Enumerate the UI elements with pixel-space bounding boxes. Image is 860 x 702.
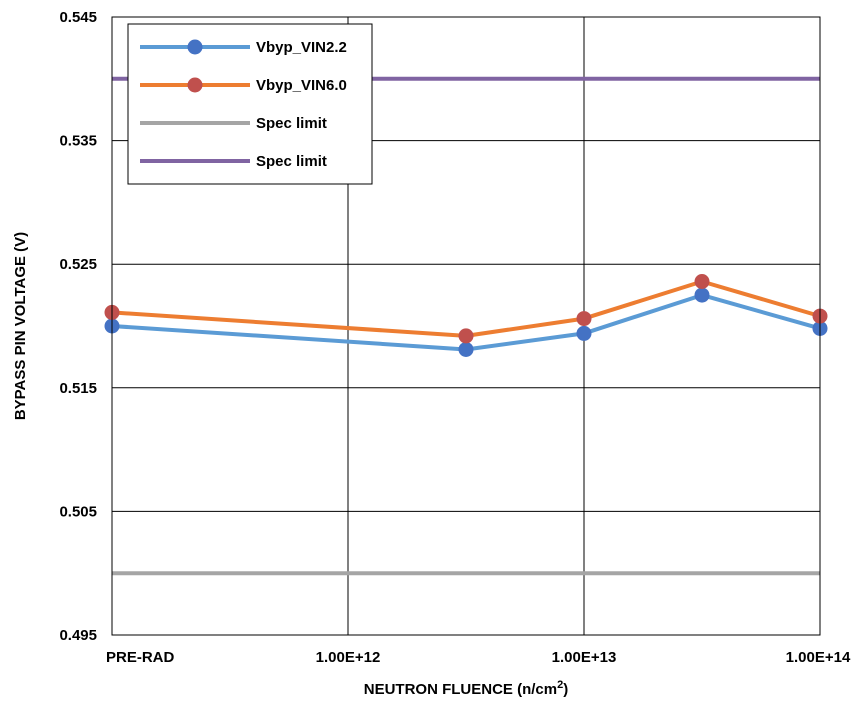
legend-label: Spec limit: [256, 153, 327, 170]
x-axis-title-main: NEUTRON FLUENCE (n/cm: [364, 681, 557, 698]
series-line: [111, 279, 821, 338]
legend-box: [127, 23, 373, 185]
y-tick-label: 0.505: [59, 503, 97, 520]
x-tick-label: 1.00E+14: [786, 649, 851, 666]
x-tick-label: 1.00E+12: [316, 649, 381, 666]
data-point: [576, 325, 592, 341]
x-tick-labels: PRE-RAD 1.00E+12 1.00E+13 1.00E+14: [106, 649, 851, 666]
x-tick-label: 1.00E+13: [552, 649, 617, 666]
x-axis-title: NEUTRON FLUENCE (n/cm2): [364, 679, 568, 698]
x-axis-title-close: ): [563, 681, 568, 698]
y-tick-label: 0.495: [59, 627, 97, 644]
data-point: [694, 274, 710, 290]
data-point: [458, 341, 474, 357]
plot-frame: [111, 16, 821, 636]
y-tick-label: 0.545: [59, 9, 97, 26]
legend-label: Vbyp_VIN6.0: [256, 77, 347, 94]
x-tick-label: PRE-RAD: [106, 649, 175, 666]
legend-marker: [187, 39, 203, 55]
legend-label: Spec limit: [256, 115, 327, 132]
y-tick-label: 0.525: [59, 256, 97, 273]
x-axis-title-sup: 2: [557, 679, 563, 691]
data-point: [458, 328, 474, 344]
data-point: [576, 311, 592, 327]
y-tick-label: 0.515: [59, 380, 97, 397]
data-point: [694, 287, 710, 303]
y-axis-title: BYPASS PIN VOLTAGE (V): [12, 232, 29, 420]
y-tick-labels: 0.545 0.535 0.525 0.515 0.505 0.495: [59, 9, 97, 644]
legend-label: Vbyp_VIN2.2: [256, 39, 347, 56]
legend-marker: [187, 77, 203, 93]
y-tick-label: 0.535: [59, 133, 97, 150]
legend: Vbyp_VIN2.2 Vbyp_VIN6.0 Spec limit Spec lim…: [127, 23, 373, 185]
